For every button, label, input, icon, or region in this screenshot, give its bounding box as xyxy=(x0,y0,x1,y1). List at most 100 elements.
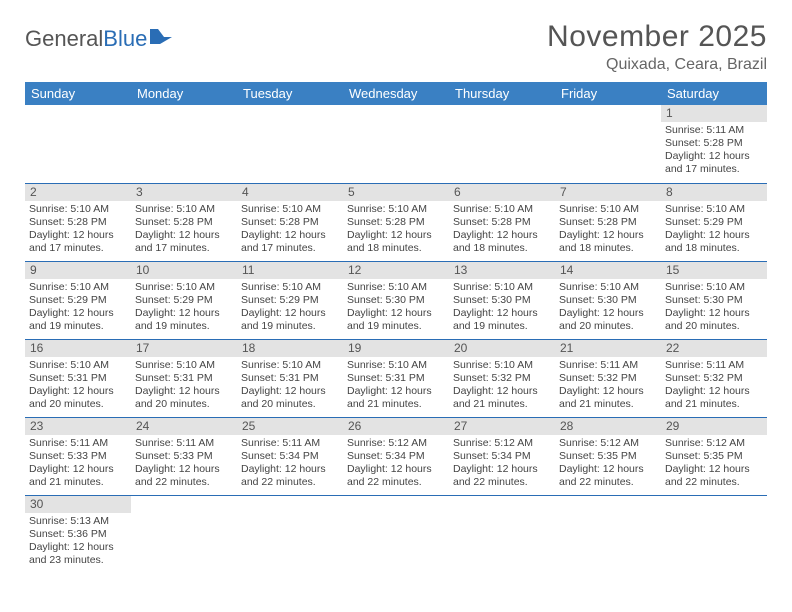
calendar-week-row: 23 Sunrise: 5:11 AM Sunset: 5:33 PM Dayligh… xyxy=(25,417,767,495)
calendar-day-cell: 13Sunrise: 5:10 AMSunset: 5:30 PMDayligh… xyxy=(449,261,555,339)
sunset-text: Sunset: 5:33 PM xyxy=(135,450,233,463)
daylight-text: and 19 minutes. xyxy=(241,320,339,333)
calendar-day-cell: 11Sunrise: 5:10 AMSunset: 5:29 PMDayligh… xyxy=(237,261,343,339)
daylight-text: Daylight: 12 hours xyxy=(241,307,339,320)
day-number: 5 xyxy=(343,184,449,201)
sunrise-text: Sunrise: 5:10 AM xyxy=(135,203,233,216)
sunrise-text: Sunrise: 5:10 AM xyxy=(559,203,657,216)
sunset-text: Sunset: 5:34 PM xyxy=(241,450,339,463)
day-number: 21 xyxy=(555,340,661,357)
daylight-text: and 21 minutes. xyxy=(559,398,657,411)
daylight-text: and 21 minutes. xyxy=(347,398,445,411)
day-number: 24 xyxy=(131,418,237,435)
sunset-text: Sunset: 5:32 PM xyxy=(453,372,551,385)
location-label: Quixada, Ceara, Brazil xyxy=(547,56,767,74)
day-number: 23 xyxy=(25,418,131,435)
sunset-text: Sunset: 5:28 PM xyxy=(135,216,233,229)
daylight-text: Daylight: 12 hours xyxy=(135,307,233,320)
logo: GeneralBlue xyxy=(25,20,176,52)
weekday-header: Thursday xyxy=(449,82,555,105)
sunrise-text: Sunrise: 5:10 AM xyxy=(135,281,233,294)
calendar-day-cell: 30Sunrise: 5:13 AMSunset: 5:36 PMDayligh… xyxy=(25,495,131,573)
sunrise-text: Sunrise: 5:11 AM xyxy=(665,124,763,137)
day-number: 19 xyxy=(343,340,449,357)
calendar-table: Sunday Monday Tuesday Wednesday Thursday… xyxy=(25,82,767,573)
day-number: 29 xyxy=(661,418,767,435)
calendar-day-cell: 16Sunrise: 5:10 AMSunset: 5:31 PMDayligh… xyxy=(25,339,131,417)
calendar-week-row: 2Sunrise: 5:10 AMSunset: 5:28 PMDaylight… xyxy=(25,183,767,261)
calendar-day-cell: 24Sunrise: 5:11 AMSunset: 5:33 PMDayligh… xyxy=(131,417,237,495)
sunrise-text: Sunrise: 5:10 AM xyxy=(559,281,657,294)
logo-text-1: General xyxy=(25,26,103,52)
day-number: 11 xyxy=(237,262,343,279)
calendar-week-row: 1Sunrise: 5:11 AMSunset: 5:28 PMDaylight… xyxy=(25,105,767,183)
daylight-text: and 22 minutes. xyxy=(135,476,233,489)
daylight-text: Daylight: 12 hours xyxy=(347,229,445,242)
weekday-header: Saturday xyxy=(661,82,767,105)
logo-flag-icon xyxy=(150,25,176,51)
weekday-header: Tuesday xyxy=(237,82,343,105)
calendar-day-cell: 14Sunrise: 5:10 AMSunset: 5:30 PMDayligh… xyxy=(555,261,661,339)
sunrise-text: Sunrise: 5:10 AM xyxy=(135,359,233,372)
day-number: 10 xyxy=(131,262,237,279)
sunrise-text: Sunrise: 5:10 AM xyxy=(453,281,551,294)
calendar-day-cell: 4Sunrise: 5:10 AMSunset: 5:28 PMDaylight… xyxy=(237,183,343,261)
calendar-day-cell: 15Sunrise: 5:10 AMSunset: 5:30 PMDayligh… xyxy=(661,261,767,339)
sunrise-text: Sunrise: 5:10 AM xyxy=(241,203,339,216)
sunrise-text: Sunrise: 5:11 AM xyxy=(241,437,339,450)
daylight-text: Daylight: 12 hours xyxy=(241,385,339,398)
daylight-text: and 17 minutes. xyxy=(665,163,763,176)
daylight-text: and 20 minutes. xyxy=(135,398,233,411)
day-number: 17 xyxy=(131,340,237,357)
calendar-day-cell: 20Sunrise: 5:10 AMSunset: 5:32 PMDayligh… xyxy=(449,339,555,417)
calendar-day-cell: 27Sunrise: 5:12 AMSunset: 5:34 PMDayligh… xyxy=(449,417,555,495)
daylight-text: and 21 minutes. xyxy=(29,476,127,489)
day-number: 6 xyxy=(449,184,555,201)
sunrise-text: Sunrise: 5:11 AM xyxy=(29,437,127,450)
sunset-text: Sunset: 5:28 PM xyxy=(665,137,763,150)
calendar-day-cell: 22Sunrise: 5:11 AMSunset: 5:32 PMDayligh… xyxy=(661,339,767,417)
calendar-day-cell: 2Sunrise: 5:10 AMSunset: 5:28 PMDaylight… xyxy=(25,183,131,261)
calendar-day-cell: 28Sunrise: 5:12 AMSunset: 5:35 PMDayligh… xyxy=(555,417,661,495)
daylight-text: and 22 minutes. xyxy=(347,476,445,489)
daylight-text: Daylight: 12 hours xyxy=(559,229,657,242)
daylight-text: Daylight: 12 hours xyxy=(665,463,763,476)
calendar-day-cell: 10Sunrise: 5:10 AMSunset: 5:29 PMDayligh… xyxy=(131,261,237,339)
daylight-text: and 18 minutes. xyxy=(347,242,445,255)
day-number: 26 xyxy=(343,418,449,435)
calendar-day-cell: 17Sunrise: 5:10 AMSunset: 5:31 PMDayligh… xyxy=(131,339,237,417)
month-title: November 2025 xyxy=(547,20,767,54)
daylight-text: Daylight: 12 hours xyxy=(29,307,127,320)
daylight-text: Daylight: 12 hours xyxy=(559,463,657,476)
calendar-day-cell: 8Sunrise: 5:10 AMSunset: 5:29 PMDaylight… xyxy=(661,183,767,261)
daylight-text: and 18 minutes. xyxy=(665,242,763,255)
daylight-text: Daylight: 12 hours xyxy=(347,385,445,398)
daylight-text: Daylight: 12 hours xyxy=(559,307,657,320)
day-number: 20 xyxy=(449,340,555,357)
day-number: 22 xyxy=(661,340,767,357)
sunset-text: Sunset: 5:31 PM xyxy=(135,372,233,385)
daylight-text: Daylight: 12 hours xyxy=(665,307,763,320)
daylight-text: and 18 minutes. xyxy=(559,242,657,255)
day-number: 25 xyxy=(237,418,343,435)
calendar-day-cell xyxy=(131,495,237,573)
sunset-text: Sunset: 5:30 PM xyxy=(559,294,657,307)
daylight-text: Daylight: 12 hours xyxy=(347,307,445,320)
daylight-text: Daylight: 12 hours xyxy=(29,541,127,554)
sunrise-text: Sunrise: 5:10 AM xyxy=(29,281,127,294)
sunrise-text: Sunrise: 5:11 AM xyxy=(559,359,657,372)
sunrise-text: Sunrise: 5:12 AM xyxy=(559,437,657,450)
daylight-text: and 20 minutes. xyxy=(559,320,657,333)
day-number: 1 xyxy=(661,105,767,122)
day-number: 7 xyxy=(555,184,661,201)
sunset-text: Sunset: 5:30 PM xyxy=(453,294,551,307)
calendar-week-row: 16Sunrise: 5:10 AMSunset: 5:31 PMDayligh… xyxy=(25,339,767,417)
daylight-text: and 22 minutes. xyxy=(559,476,657,489)
sunrise-text: Sunrise: 5:12 AM xyxy=(453,437,551,450)
sunset-text: Sunset: 5:31 PM xyxy=(347,372,445,385)
calendar-day-cell: 23Sunrise: 5:11 AMSunset: 5:33 PMDayligh… xyxy=(25,417,131,495)
day-number: 13 xyxy=(449,262,555,279)
calendar-body: 1Sunrise: 5:11 AMSunset: 5:28 PMDaylight… xyxy=(25,105,767,573)
sunset-text: Sunset: 5:31 PM xyxy=(241,372,339,385)
sunrise-text: Sunrise: 5:10 AM xyxy=(347,203,445,216)
